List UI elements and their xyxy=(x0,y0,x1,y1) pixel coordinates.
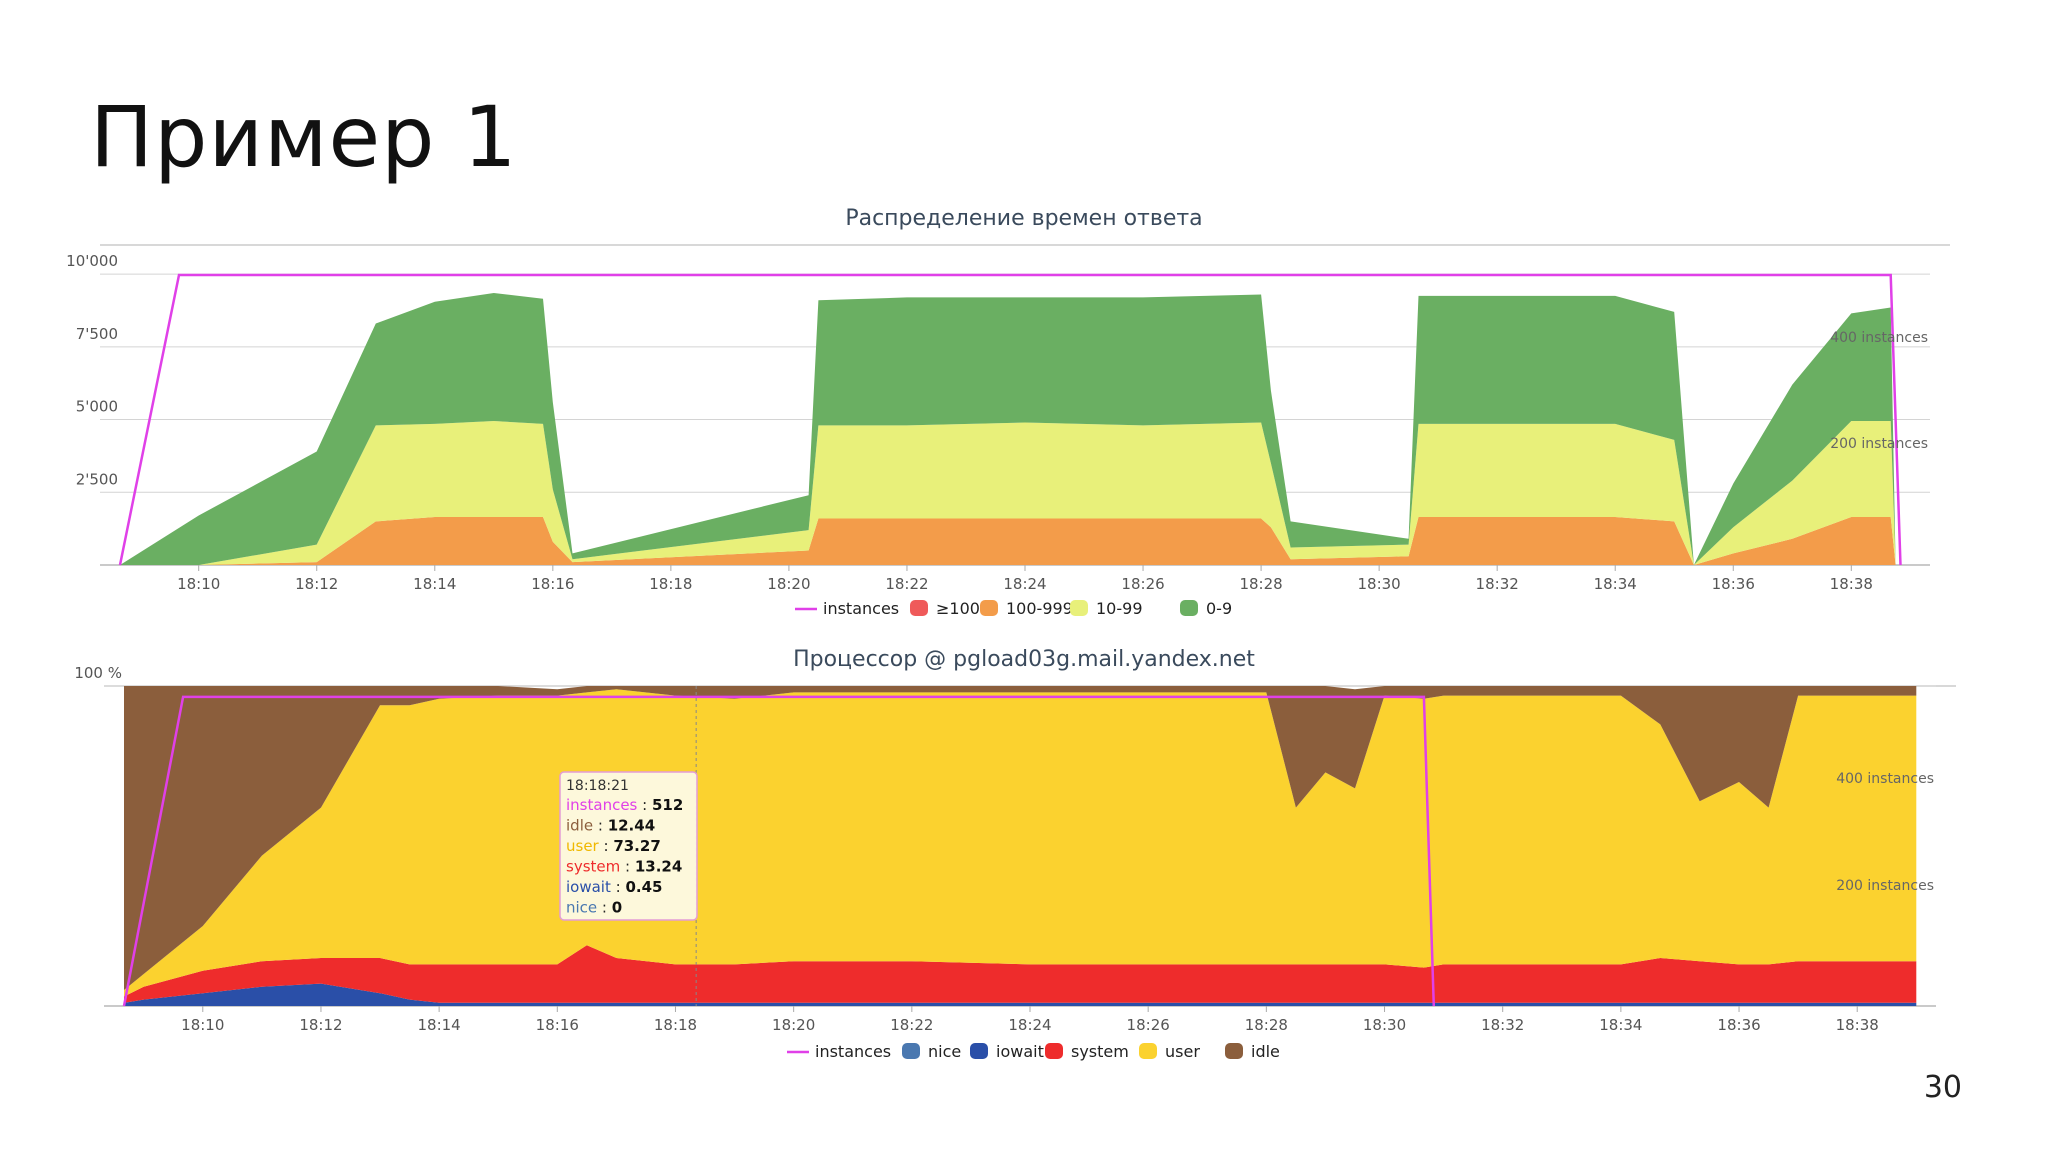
tooltip: 18:18:21 instances : 512 idle : 12.44 user … xyxy=(559,771,698,921)
legend-item-0-9[interactable]: 0-9 xyxy=(1180,599,1232,618)
area-100-999 xyxy=(120,517,1896,565)
tooltip-row-nice: nice : 0 xyxy=(566,899,622,917)
x-tick-label: 18:36 xyxy=(1712,575,1755,593)
y-tick-label: 10'000 xyxy=(66,252,118,270)
legend-item-≥1000[interactable]: ≥1000 xyxy=(910,599,990,618)
legend-label: 100-999 xyxy=(1006,599,1073,618)
secondary-axis-label: 400 instances xyxy=(1836,771,1934,787)
chart-2: 100 % 400 instances 200 instances 18:10 18:1… xyxy=(74,664,1956,1061)
legend-label: nice xyxy=(928,1042,961,1061)
x-tick-label: 18:12 xyxy=(299,1016,342,1034)
y-tick-label: 2'500 xyxy=(76,470,118,488)
legend-item-nice[interactable]: nice xyxy=(902,1042,961,1061)
x-tick-label: 18:36 xyxy=(1717,1016,1760,1034)
y-tick-label: 5'000 xyxy=(76,398,118,416)
x-tick-label: 18:20 xyxy=(772,1016,815,1034)
tooltip-row-instances: instances : 512 xyxy=(566,796,683,814)
chart-1: 10'000 7'500 5'000 2'500 400 instances 200 in… xyxy=(66,244,1950,618)
tooltip-row-system: system : 13.24 xyxy=(566,858,682,876)
tooltip-box xyxy=(559,771,698,921)
legend-swatch xyxy=(1139,1043,1157,1059)
line-instances xyxy=(122,695,1436,1007)
x-tick-label: 18:34 xyxy=(1594,575,1637,593)
chart2-title: Процессор @ pgload03g.mail.yandex.net xyxy=(793,647,1255,672)
y-tick-label: 7'500 xyxy=(76,325,118,343)
legend-swatch xyxy=(1180,600,1198,616)
legend-label: instances xyxy=(815,1042,891,1061)
legend-swatch xyxy=(970,1043,988,1059)
x-tick-label: 18:26 xyxy=(1121,575,1164,593)
x-tick-label: 18:12 xyxy=(295,575,338,593)
area-user xyxy=(124,689,1917,997)
secondary-axis-label: 200 instances xyxy=(1830,436,1928,452)
legend-swatch xyxy=(1070,600,1088,616)
x-tick-label: 18:10 xyxy=(177,575,220,593)
area-idle xyxy=(124,686,1917,990)
legend-item-100-999[interactable]: 100-999 xyxy=(980,599,1073,618)
x-tick-label: 18:22 xyxy=(885,575,928,593)
x-tick-label: 18:38 xyxy=(1836,1016,1879,1034)
x-tick-label: 18:20 xyxy=(767,575,810,593)
legend-item-idle[interactable]: idle xyxy=(1225,1042,1280,1061)
x-tick-label: 18:14 xyxy=(418,1016,461,1034)
legend-item-user[interactable]: user xyxy=(1139,1042,1200,1061)
legend-label: ≥1000 xyxy=(936,599,990,618)
y-tick-label: 100 % xyxy=(74,664,122,682)
legend-swatch xyxy=(980,600,998,616)
x-tick-label: 18:16 xyxy=(531,575,574,593)
x-tick-label: 18:30 xyxy=(1363,1016,1406,1034)
tooltip-row-user: user : 73.27 xyxy=(566,837,661,855)
area-iowait xyxy=(124,983,1917,1006)
legend-label: 0-9 xyxy=(1206,599,1232,618)
legend-item-instances[interactable]: instances xyxy=(787,1042,891,1061)
x-tick-label: 18:10 xyxy=(181,1016,224,1034)
secondary-axis-label: 200 instances xyxy=(1836,878,1934,894)
area-10-99 xyxy=(120,421,1896,565)
x-tick-label: 18:24 xyxy=(1008,1016,1051,1034)
secondary-axis-label: 400 instances xyxy=(1830,330,1928,346)
x-tick-label: 18:26 xyxy=(1127,1016,1170,1034)
legend-item-instances[interactable]: instances xyxy=(795,599,899,618)
x-tick-label: 18:18 xyxy=(654,1016,697,1034)
legend-swatch xyxy=(910,600,928,616)
area-system xyxy=(124,945,1917,1003)
x-tick-label: 18:28 xyxy=(1245,1016,1288,1034)
legend-label: 10-99 xyxy=(1096,599,1143,618)
x-tick-label: 18:28 xyxy=(1239,575,1282,593)
tooltip-row-iowait: iowait : 0.45 xyxy=(566,878,662,896)
x-tick-label: 18:18 xyxy=(649,575,692,593)
slide-title: Пример 1 xyxy=(90,88,518,186)
x-tick-label: 18:32 xyxy=(1481,1016,1524,1034)
legend-item-iowait[interactable]: iowait xyxy=(970,1042,1044,1061)
legend-item-10-99[interactable]: 10-99 xyxy=(1070,599,1143,618)
legend-swatch xyxy=(1225,1043,1243,1059)
x-tick-label: 18:14 xyxy=(413,575,456,593)
page-number: 30 xyxy=(1923,1070,1962,1105)
tooltip-row-idle: idle : 12.44 xyxy=(566,817,655,835)
area-0-9 xyxy=(120,293,1896,565)
x-tick-label: 18:30 xyxy=(1358,575,1401,593)
legend-label: idle xyxy=(1251,1042,1280,1061)
legend-label: user xyxy=(1165,1042,1200,1061)
tooltip-time: 18:18:21 xyxy=(566,778,629,794)
x-tick-label: 18:16 xyxy=(536,1016,579,1034)
chart1-title: Распределение времен ответа xyxy=(845,206,1203,231)
legend-label: instances xyxy=(823,599,899,618)
legend-swatch xyxy=(902,1043,920,1059)
x-tick-label: 18:38 xyxy=(1830,575,1873,593)
x-tick-label: 18:24 xyxy=(1003,575,1046,593)
legend-item-system[interactable]: system xyxy=(1045,1042,1129,1061)
x-tick-label: 18:22 xyxy=(890,1016,933,1034)
legend-label: iowait xyxy=(996,1042,1044,1061)
x-tick-label: 18:34 xyxy=(1599,1016,1642,1034)
legend-swatch xyxy=(1045,1043,1063,1059)
legend-label: system xyxy=(1071,1042,1129,1061)
x-tick-label: 18:32 xyxy=(1476,575,1519,593)
line-instances xyxy=(118,273,1902,566)
